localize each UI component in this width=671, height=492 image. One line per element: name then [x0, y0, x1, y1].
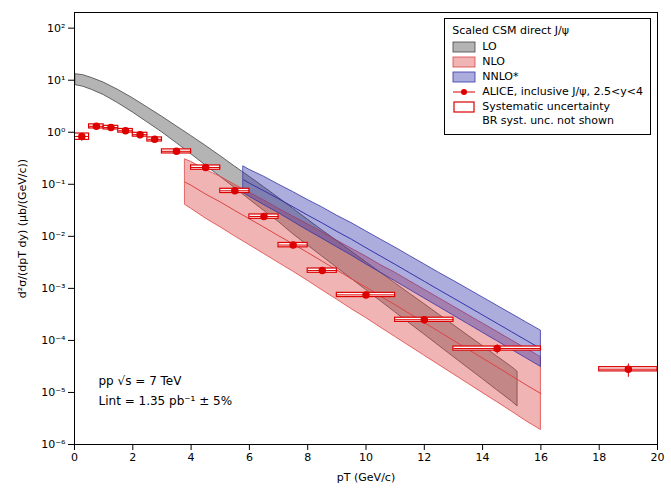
html-text:Systematic uncertainty BR syst: Systematic uncertainty BR syst. unc. not…	[482, 100, 614, 127]
svg-text:10⁻³: 10⁻³	[41, 282, 65, 295]
svg-text:18: 18	[592, 451, 606, 464]
svg-text:pp √s = 7 TeV: pp √s = 7 TeV	[99, 374, 183, 388]
svg-text:pT (GeV/c): pT (GeV/c)	[337, 471, 395, 484]
svg-text:20: 20	[651, 451, 665, 464]
svg-text:10⁻⁵: 10⁻⁵	[41, 386, 65, 399]
svg-text:6: 6	[246, 451, 253, 464]
svg-text:10⁰: 10⁰	[47, 126, 66, 139]
svg-text:4: 4	[188, 451, 195, 464]
svg-text:10²: 10²	[47, 22, 65, 35]
html-text:ALICE, inclusive J/ψ, 2.5<y<4: ALICE, inclusive J/ψ, 2.5<y<4	[482, 85, 643, 98]
html-text:NLO: NLO	[482, 55, 505, 68]
svg-text:10⁻¹: 10⁻¹	[41, 178, 65, 191]
html-text:Scaled CSM direct J/ψ: Scaled CSM direct J/ψ	[452, 24, 569, 37]
svg-text:16: 16	[534, 451, 548, 464]
svg-text:10⁻²: 10⁻²	[41, 230, 65, 243]
html-text:LO: LO	[482, 40, 497, 53]
html-text:NNLO*: NNLO*	[482, 70, 519, 83]
svg-text:Lint = 1.35 pb⁻¹ ± 5%: Lint = 1.35 pb⁻¹ ± 5%	[99, 394, 233, 408]
svg-text:0: 0	[71, 451, 78, 464]
svg-text:12: 12	[417, 451, 431, 464]
svg-text:d²σ/(dpT dy) (μb/(GeV/c)): d²σ/(dpT dy) (μb/(GeV/c))	[16, 159, 29, 298]
svg-text:8: 8	[304, 451, 311, 464]
svg-text:10⁻⁶: 10⁻⁶	[41, 438, 66, 451]
svg-text:14: 14	[476, 451, 490, 464]
svg-text:10⁻⁴: 10⁻⁴	[41, 334, 66, 347]
svg-text:10¹: 10¹	[47, 74, 65, 87]
svg-text:2: 2	[129, 451, 136, 464]
svg-text:10: 10	[359, 451, 373, 464]
